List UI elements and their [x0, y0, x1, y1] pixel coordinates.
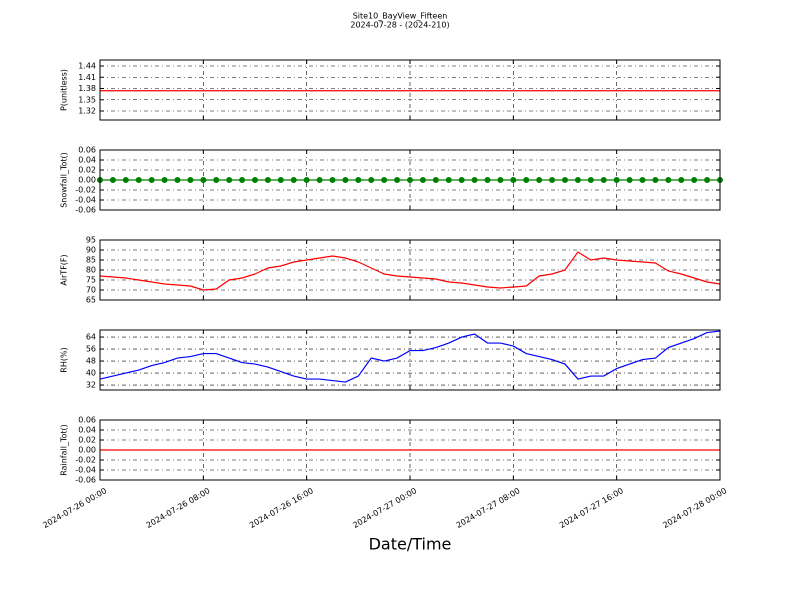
data-point [239, 177, 246, 183]
data-point [355, 177, 362, 183]
data-point [510, 177, 517, 183]
y-axis-title: AirTF(F) [60, 254, 69, 285]
y-axis-title: RH(%) [60, 347, 69, 372]
x-axis-title: Date/Time [369, 535, 452, 554]
data-point [639, 177, 646, 183]
y-tick-label: 95 [86, 236, 96, 245]
data-point [458, 177, 465, 183]
y-tick-label: 0.02 [78, 436, 96, 445]
chart-title: Site10_BayView_Fifteen [353, 12, 448, 21]
data-point [316, 177, 323, 183]
data-point [691, 177, 698, 183]
data-point [445, 177, 452, 183]
y-tick-label: -0.02 [75, 186, 96, 195]
y-tick-label: 1.32 [78, 107, 96, 116]
y-tick-label: 70 [86, 286, 96, 295]
y-tick-label: 32 [86, 381, 96, 390]
data-point [161, 177, 168, 183]
y-tick-label: 85 [86, 256, 96, 265]
y-tick-label: -0.06 [75, 206, 96, 215]
data-point [574, 177, 581, 183]
y-tick-label: 0.06 [78, 416, 96, 425]
data-point [187, 177, 194, 183]
data-point [213, 177, 220, 183]
data-point [523, 177, 530, 183]
y-tick-label: 1.41 [78, 73, 96, 82]
y-tick-label: -0.02 [75, 456, 96, 465]
y-axis-title: Rainfall_Tot() [60, 424, 69, 476]
y-tick-label: 0.04 [78, 156, 96, 165]
data-point [174, 177, 181, 183]
data-point [226, 177, 233, 183]
y-axis-title: P(unitless) [60, 69, 69, 111]
data-point [368, 177, 375, 183]
data-point [678, 177, 685, 183]
y-tick-label: -0.06 [75, 476, 96, 485]
data-point [264, 177, 271, 183]
y-tick-label: 64 [86, 333, 96, 342]
data-point [704, 177, 711, 183]
data-line [99, 330, 721, 383]
data-point [600, 177, 607, 183]
chart-subtitle: 2024-07-28 - (2024-210) [350, 21, 449, 30]
data-point [394, 177, 401, 183]
y-tick-label: 80 [86, 266, 96, 275]
plot-frame [99, 419, 721, 481]
data-point [381, 177, 388, 183]
y-tick-label: 0.00 [78, 176, 96, 185]
y-tick-label: 75 [86, 276, 96, 285]
data-point [329, 177, 336, 183]
data-point [536, 177, 543, 183]
data-point [148, 177, 155, 183]
data-point [626, 177, 633, 183]
plot-frame [99, 149, 721, 211]
data-point [135, 177, 142, 183]
y-tick-label: 1.35 [78, 95, 96, 104]
data-point [549, 177, 556, 183]
data-point [471, 177, 478, 183]
y-tick-label: 0.04 [78, 426, 96, 435]
data-point [497, 177, 504, 183]
data-point [290, 177, 297, 183]
data-point [252, 177, 258, 183]
data-point [200, 177, 207, 183]
y-tick-label: -0.04 [75, 196, 96, 205]
data-point [407, 177, 413, 183]
plot-frame [99, 329, 721, 391]
data-point [665, 177, 672, 183]
data-point [613, 177, 620, 183]
plot-frame [99, 239, 721, 301]
data-point [432, 177, 439, 183]
y-tick-label: 56 [86, 345, 96, 354]
y-tick-label: 1.44 [78, 62, 96, 71]
y-tick-label: 0.00 [78, 446, 96, 455]
y-tick-label: 0.02 [78, 166, 96, 175]
data-point [484, 177, 491, 183]
y-tick-label: 65 [86, 296, 96, 305]
data-point [562, 177, 568, 183]
y-tick-label: 40 [86, 369, 96, 378]
data-point [122, 177, 129, 183]
data-point [652, 177, 659, 183]
data-point [109, 177, 116, 183]
y-tick-label: 0.06 [78, 146, 96, 155]
y-tick-label: 90 [86, 246, 96, 255]
plot-frame [99, 59, 721, 121]
y-tick-label: 1.38 [78, 84, 96, 93]
data-point [277, 177, 284, 183]
data-point [342, 177, 349, 183]
data-line [99, 251, 721, 291]
y-tick-label: 48 [86, 357, 96, 366]
data-point [419, 177, 426, 183]
data-point [587, 177, 594, 183]
data-point [303, 177, 310, 183]
y-axis-title: Snowfall_Tot() [60, 152, 69, 208]
y-tick-label: -0.04 [75, 466, 96, 475]
